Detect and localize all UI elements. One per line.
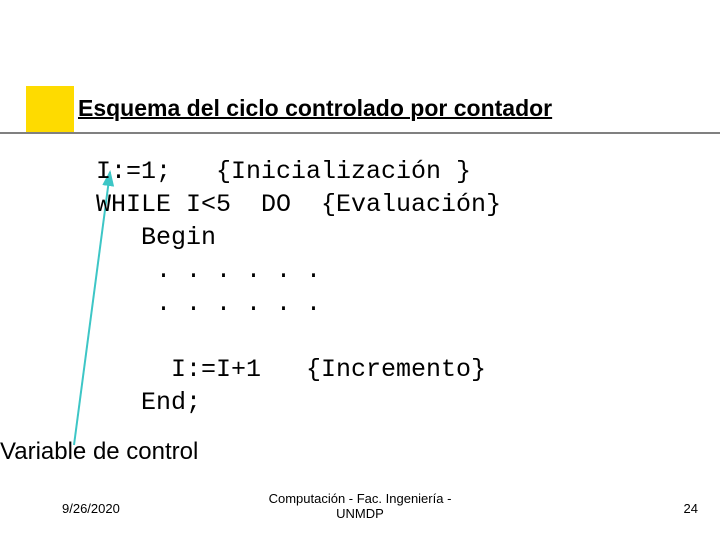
- code-line: WHILE I<5 DO {Evaluación}: [96, 190, 501, 219]
- code-line: End;: [96, 388, 201, 417]
- code-line: . . . . . .: [96, 289, 321, 318]
- accent-block: [26, 86, 74, 134]
- code-line: Begin: [96, 223, 216, 252]
- title-rule: [0, 132, 720, 134]
- code-line: . . . . . .: [96, 256, 321, 285]
- footer-page-number: 24: [684, 501, 698, 516]
- slide-title-wrap: Esquema del ciclo controlado por contado…: [78, 95, 552, 122]
- code-line: I:=I+1 {Incremento}: [96, 355, 486, 384]
- variable-annotation: Variable de control: [0, 438, 198, 466]
- slide-title: Esquema del ciclo controlado por contado…: [78, 95, 552, 121]
- code-block: I:=1; {Inicialización } WHILE I<5 DO {Ev…: [96, 155, 501, 419]
- footer-center-line2: UNMDP: [336, 506, 384, 521]
- footer-center: Computación - Fac. Ingeniería - UNMDP: [0, 491, 720, 522]
- footer-center-line1: Computación - Fac. Ingeniería -: [269, 491, 452, 506]
- code-line: I:=1; {Inicialización }: [96, 157, 471, 186]
